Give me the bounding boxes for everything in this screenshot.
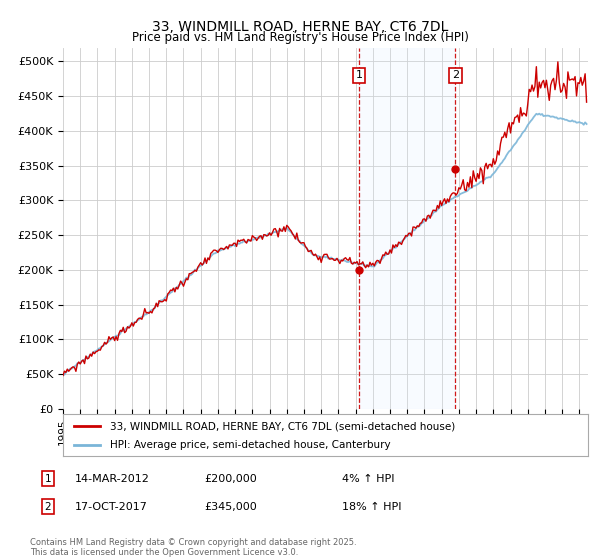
Text: 1: 1 [44, 474, 52, 484]
Text: 4% ↑ HPI: 4% ↑ HPI [342, 474, 395, 484]
Text: 1: 1 [356, 71, 363, 81]
Text: Price paid vs. HM Land Registry's House Price Index (HPI): Price paid vs. HM Land Registry's House … [131, 31, 469, 44]
Text: 33, WINDMILL ROAD, HERNE BAY, CT6 7DL: 33, WINDMILL ROAD, HERNE BAY, CT6 7DL [152, 20, 448, 34]
Bar [359, 48, 455, 409]
Text: 33, WINDMILL ROAD, HERNE BAY, CT6 7DL (semi-detached house): 33, WINDMILL ROAD, HERNE BAY, CT6 7DL (s… [110, 421, 455, 431]
Text: Contains HM Land Registry data © Crown copyright and database right 2025.
This d: Contains HM Land Registry data © Crown c… [30, 538, 356, 557]
Text: 2: 2 [44, 502, 52, 512]
Text: 14-MAR-2012: 14-MAR-2012 [75, 474, 150, 484]
Text: 17-OCT-2017: 17-OCT-2017 [75, 502, 148, 512]
Text: 2: 2 [452, 71, 459, 81]
Text: £345,000: £345,000 [204, 502, 257, 512]
Text: £200,000: £200,000 [204, 474, 257, 484]
Text: 18% ↑ HPI: 18% ↑ HPI [342, 502, 401, 512]
Text: HPI: Average price, semi-detached house, Canterbury: HPI: Average price, semi-detached house,… [110, 440, 391, 450]
